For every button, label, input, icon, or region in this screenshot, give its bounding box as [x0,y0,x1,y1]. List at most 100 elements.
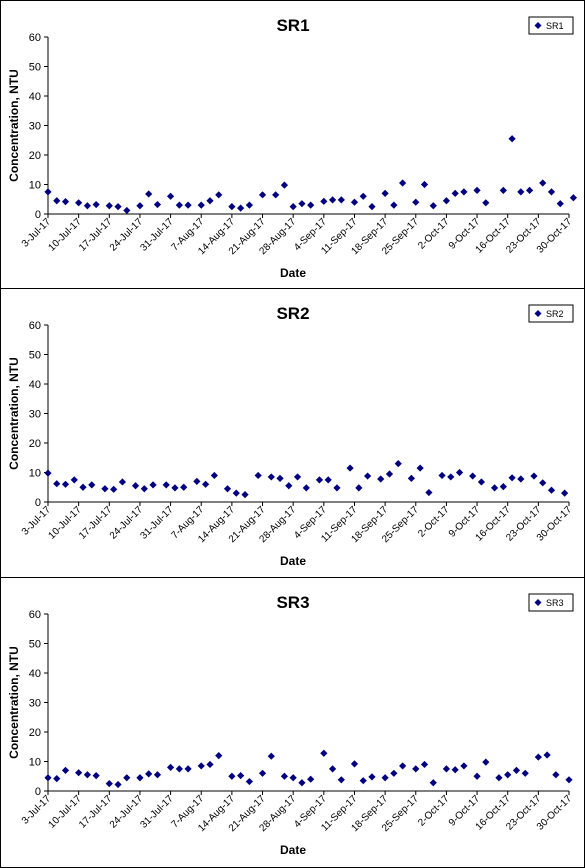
data-point [495,774,503,782]
legend-marker [534,310,542,317]
data-point [390,769,398,777]
chart-svg-sr2: SR201020304050603-Jul-1710-Jul-1717-Jul-… [7,304,574,568]
data-point [447,473,455,481]
data-point [171,484,179,492]
data-point [149,481,157,489]
data-point [368,203,376,211]
y-tick-label: 20 [29,727,41,739]
y-tick-label: 20 [29,438,41,450]
legend-marker [534,22,542,29]
data-point [504,771,512,779]
data-point [197,762,205,770]
data-point [123,774,131,782]
x-tick-label: 2-Oct-17 [416,504,452,540]
y-tick-label: 0 [35,497,41,509]
data-point [460,762,468,770]
data-point [337,196,345,204]
data-point [412,765,420,773]
y-tick-label: 10 [29,757,41,769]
data-point [44,188,52,196]
data-point [298,200,306,208]
chart-svg-sr3: SR301020304050603-Jul-1710-Jul-1717-Jul-… [7,593,574,857]
data-point [53,775,61,783]
data-point [114,780,122,789]
y-tick-label: 40 [29,668,41,680]
data-point [455,468,464,477]
y-tick-label: 20 [29,150,41,162]
data-point [429,202,437,210]
data-point [377,475,385,483]
data-point [390,201,398,209]
data-point [210,471,218,480]
data-point [543,751,551,759]
data-point [473,186,481,194]
data-point [272,191,280,199]
y-tick-label: 30 [29,698,41,710]
data-point [92,200,100,209]
data-point [110,485,118,493]
data-point [539,179,547,187]
legend-box [528,593,574,612]
data-point [420,760,429,769]
data-point [61,766,70,774]
data-point [425,488,433,497]
data-point [539,479,547,487]
data-point [556,200,564,208]
data-point [53,480,61,488]
chart-svg-sr1: SR101020304050603-Jul-1710-Jul-1717-Jul-… [7,16,577,280]
data-point [490,484,499,492]
data-point [530,472,538,480]
data-point [442,197,451,205]
data-point [53,197,61,205]
y-tick-label: 50 [29,62,41,74]
data-point [394,460,402,468]
data-point [451,189,459,197]
data-point [193,477,201,485]
y-axis-label: Concentration, NTU [7,69,21,182]
x-axis-label: Date [280,266,306,280]
data-point [75,769,83,777]
data-point [105,780,113,788]
data-point [355,484,363,492]
x-axis-label: Date [280,554,306,568]
data-point [346,464,354,472]
data-point [289,774,297,782]
data-point [320,197,328,205]
y-tick-label: 60 [29,32,41,44]
data-point [416,464,424,472]
data-point [280,772,289,780]
data-point [565,776,573,784]
data-point [482,199,490,207]
data-point [289,203,297,211]
data-point [328,765,337,773]
y-axis-label: Concentration, NTU [7,357,21,470]
chart-title: SR3 [276,593,309,612]
data-point [381,774,389,782]
data-point [517,188,525,196]
data-point [232,489,240,497]
data-point [79,483,87,491]
y-tick-label: 30 [29,409,41,421]
legend-label: SR3 [546,598,564,608]
y-axis-label: Concentration, NTU [7,646,21,759]
data-point [254,471,262,480]
data-point [302,484,310,492]
data-point [324,476,332,484]
data-point [75,199,83,207]
data-point [517,475,525,483]
legend-label: SR1 [546,21,564,31]
y-tick-label: 30 [29,121,41,133]
legend: SR2 [528,304,574,323]
y-tick-label: 60 [29,320,41,332]
data-point [473,772,481,780]
data-point [547,486,556,494]
data-point [508,135,516,143]
x-tick-label: 31-Jul-17 [138,216,176,254]
data-point [184,765,192,773]
data-point [552,771,560,779]
data-point [162,481,170,489]
data-point [547,188,556,196]
y-tick-label: 40 [29,91,41,103]
data-point [83,771,92,779]
data-point [136,774,144,782]
